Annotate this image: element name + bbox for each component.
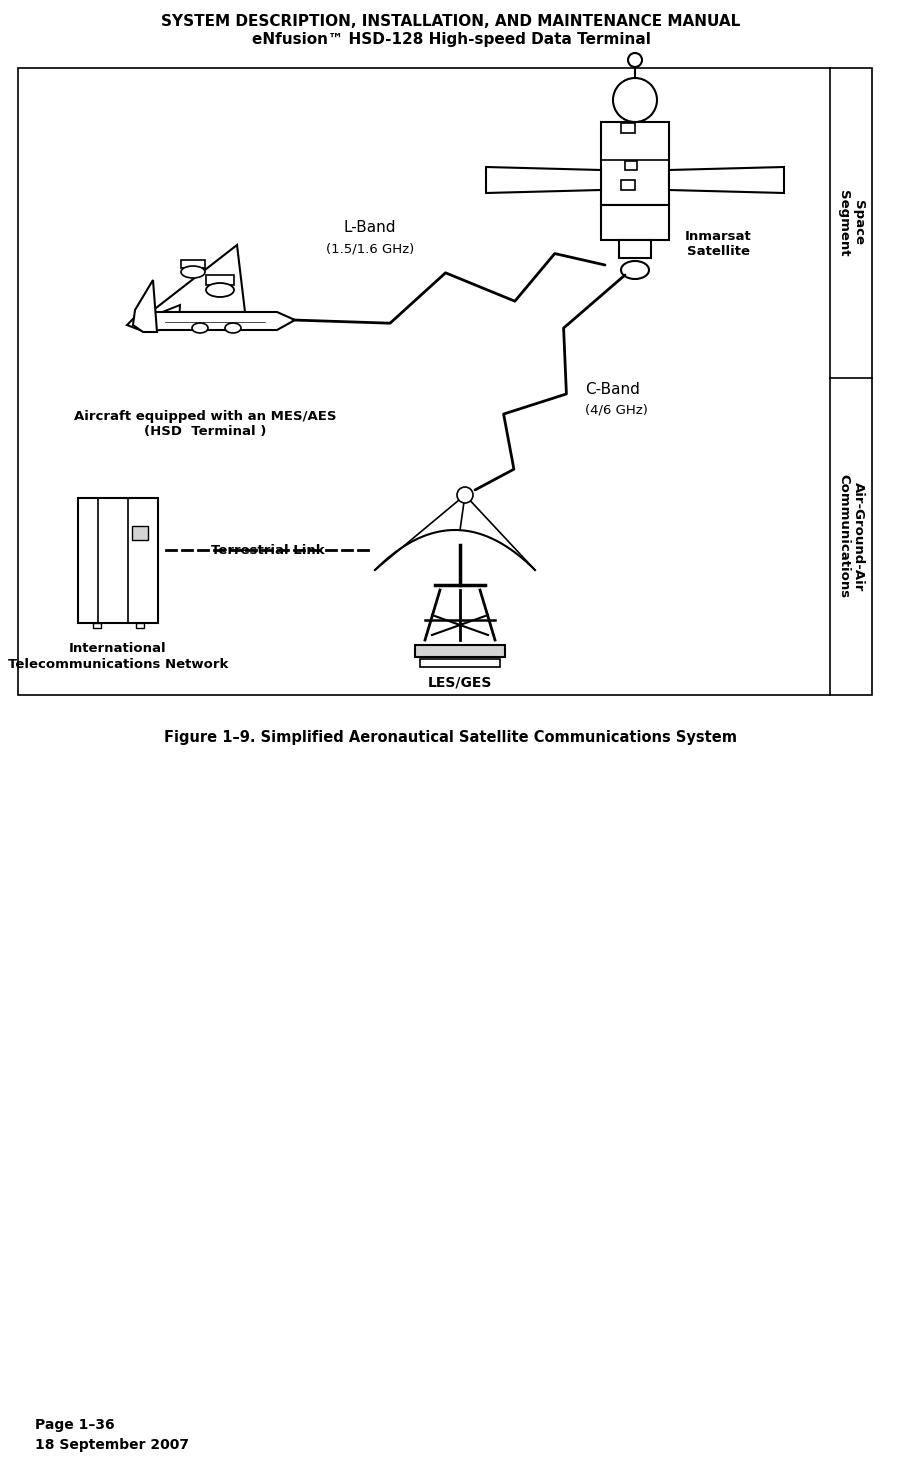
Bar: [601, 123, 669, 205]
Bar: [136, 622, 144, 628]
Ellipse shape: [225, 324, 241, 333]
Polygon shape: [127, 312, 295, 333]
Bar: [18, 68, 872, 695]
Ellipse shape: [192, 324, 208, 333]
Bar: [619, 239, 651, 259]
Bar: [415, 644, 505, 658]
Text: International
Telecommunications Network: International Telecommunications Network: [8, 643, 228, 671]
Text: (4/6 GHz): (4/6 GHz): [585, 403, 648, 417]
Bar: [420, 659, 500, 667]
Text: 18 September 2007: 18 September 2007: [35, 1438, 189, 1451]
Bar: [621, 123, 635, 133]
Polygon shape: [155, 304, 180, 330]
Circle shape: [613, 78, 657, 123]
Text: C-Band: C-Band: [585, 383, 640, 398]
Text: eNfusion™ HSD-128 High-speed Data Terminal: eNfusion™ HSD-128 High-speed Data Termin…: [252, 33, 650, 47]
Bar: [625, 161, 637, 170]
Text: (1.5/1.6 GHz): (1.5/1.6 GHz): [326, 242, 414, 256]
Text: L-Band: L-Band: [344, 220, 396, 235]
Ellipse shape: [206, 282, 234, 297]
Text: Inmarsat
Satellite: Inmarsat Satellite: [685, 231, 751, 259]
Text: Terrestrial Link: Terrestrial Link: [211, 544, 325, 557]
Bar: [206, 275, 234, 285]
Text: LES/GES: LES/GES: [428, 675, 492, 689]
Circle shape: [628, 53, 642, 67]
Bar: [78, 498, 158, 622]
Bar: [93, 622, 101, 628]
Text: Space
Segment: Space Segment: [837, 189, 865, 256]
Ellipse shape: [621, 262, 649, 279]
Polygon shape: [147, 245, 245, 315]
Polygon shape: [669, 167, 784, 194]
Bar: [601, 205, 669, 239]
Ellipse shape: [181, 266, 205, 278]
Bar: [621, 180, 635, 191]
Text: Figure 1–9. Simplified Aeronautical Satellite Communications System: Figure 1–9. Simplified Aeronautical Sate…: [164, 730, 738, 745]
Text: SYSTEM DESCRIPTION, INSTALLATION, AND MAINTENANCE MANUAL: SYSTEM DESCRIPTION, INSTALLATION, AND MA…: [161, 13, 741, 30]
Text: Page 1–36: Page 1–36: [35, 1417, 115, 1432]
Bar: [181, 260, 205, 268]
Bar: [132, 526, 148, 539]
Circle shape: [457, 486, 473, 503]
Polygon shape: [486, 167, 601, 194]
Polygon shape: [133, 279, 157, 333]
Text: Aircraft equipped with an MES/AES
(HSD  Terminal ): Aircraft equipped with an MES/AES (HSD T…: [74, 409, 336, 437]
Text: Air-Ground-Air
Communications: Air-Ground-Air Communications: [837, 474, 865, 599]
